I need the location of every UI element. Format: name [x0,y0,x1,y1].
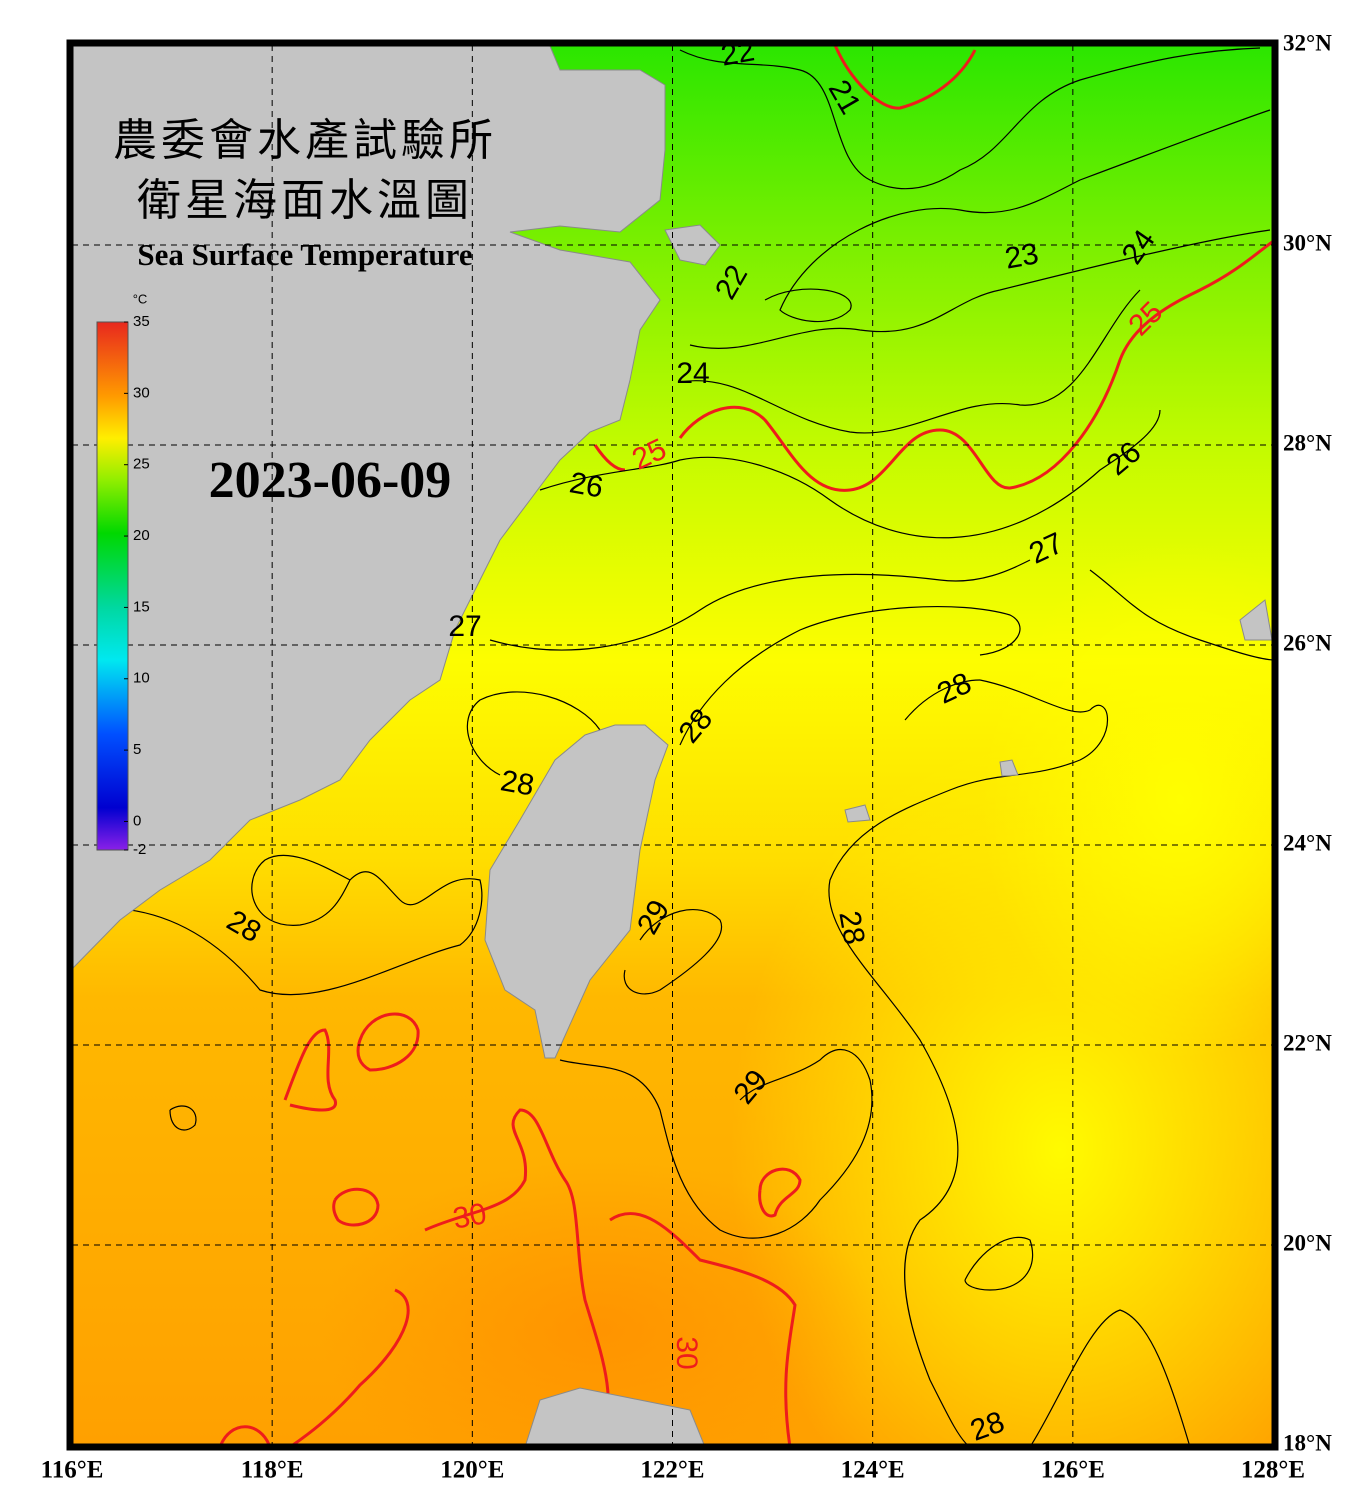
isotherm [332,1187,380,1227]
lon-label: 120°E [440,1457,504,1484]
contour-label: 26 [567,466,606,504]
contour-label: 23 [1002,237,1041,275]
isotherm [593,444,626,472]
isotherm [539,409,1161,539]
isotherm [219,1425,271,1444]
colorbar-label: 0 [133,812,141,829]
lat-label: 26°N [1283,630,1332,655]
lon-label: 128°E [1241,1457,1305,1484]
isotherm [678,240,1272,492]
contour-label: 28 [832,908,870,947]
mainland [73,46,666,969]
isotherm [559,1049,873,1239]
lat-label: 24°N [1283,830,1332,855]
colorbar-label: 25 [133,456,150,473]
isotherm [679,606,1021,746]
isotherm [689,229,1271,349]
contour-label: 22 [718,34,757,72]
lon-label: 124°E [841,1457,905,1484]
lon-label: 118°E [241,1457,304,1484]
title-zh: 農委會水產試驗所 [113,116,497,165]
isotherm [623,909,723,995]
lat-label: 18°N [1283,1430,1332,1455]
lat-label: 20°N [1283,1230,1332,1255]
isotherm [679,289,1141,434]
colorbar-label: 10 [133,670,150,687]
warm-patch [980,540,1272,1060]
isotherm [1031,1309,1190,1444]
isotherm [679,47,1261,190]
map-frame [66,39,1279,1451]
isotherm [904,679,981,721]
colorbar [96,321,129,851]
isotherm [764,109,1271,323]
lon-label: 116°E [41,1457,104,1484]
lat-label: 28°N [1283,430,1332,455]
contour-label: 30 [670,1336,703,1369]
colorbar-label: 15 [133,598,150,615]
isotherm [758,1167,802,1218]
contour-label: 27 [448,610,481,643]
date: 2023-06-09 [209,452,452,509]
colorbar-label: 20 [133,527,150,544]
colorbar-label: -2 [133,841,146,858]
island [999,759,1019,777]
title-zh: 衛星海面水溫圖 [137,176,473,225]
isotherm [1089,569,1272,661]
isotherm [833,46,977,110]
title-en: Sea Surface Temperature [137,237,472,272]
island [844,804,871,823]
isotherm [489,559,1031,651]
taiwan [484,724,669,1059]
isotherm [356,1012,420,1072]
colorbar-ticks: 35 30 25 20 15 10 5 0 -2 [124,313,150,858]
isotherm [828,679,1109,1444]
lat-label: 32°N [1283,30,1332,55]
isotherm [283,1028,337,1112]
grid [72,45,1273,1445]
lon-label: 126°E [1041,1457,1105,1484]
luzon [525,1387,705,1444]
isotherm [424,1108,610,1444]
lon-label: 122°E [640,1457,704,1484]
colorbar-label: 35 [133,313,150,330]
contour-label: 28 [498,764,537,802]
island [1239,599,1272,641]
isotherm [291,1288,410,1444]
lat-label: 22°N [1283,1030,1332,1055]
isotherm [466,691,601,776]
isotherm [964,1236,1034,1291]
isotherm [169,1105,197,1131]
lat-label: 30°N [1283,230,1332,255]
contour-label: 24 [676,357,709,390]
colorbar-label: 30 [133,384,150,401]
colorbar-unit: °C [133,291,148,306]
isotherm [76,854,483,996]
colorbar-label: 5 [133,741,141,758]
isotherm [609,1212,797,1444]
contour-label: 30 [450,1197,489,1235]
hot-patch [320,1160,880,1444]
